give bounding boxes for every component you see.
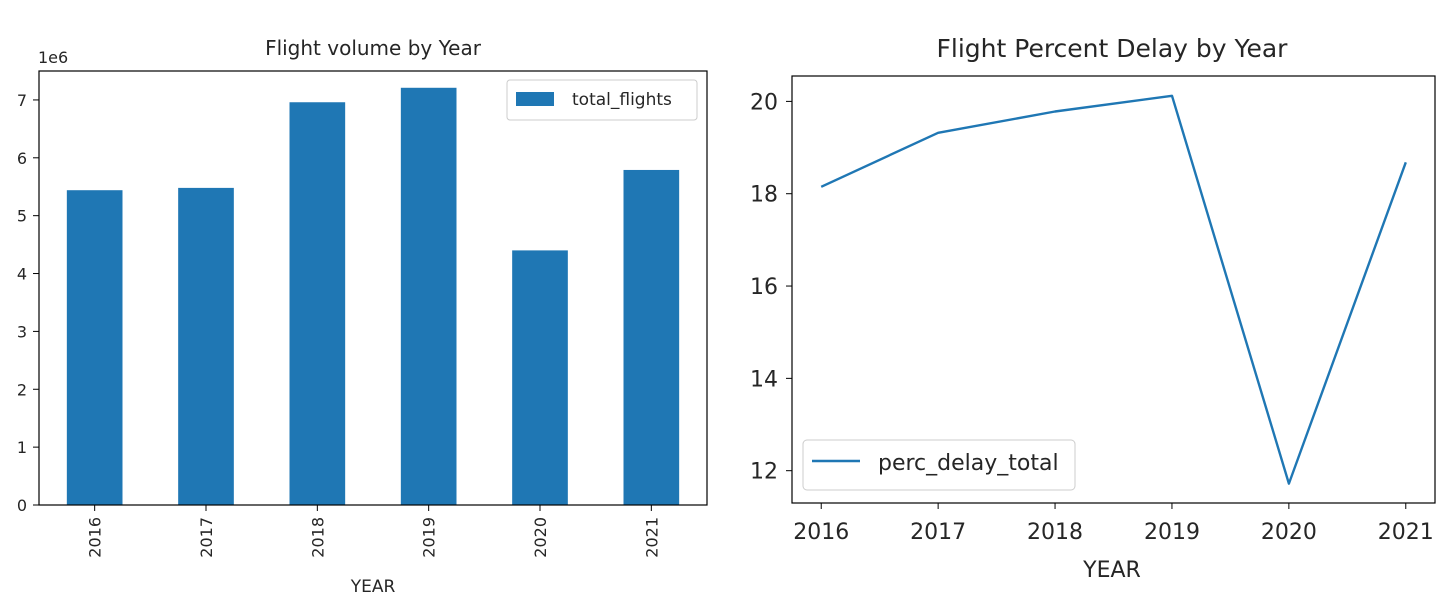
bar-chart-frame	[38, 70, 708, 506]
y-tick-label: 7	[17, 91, 27, 110]
bar-chart-xlabel: YEAR	[350, 577, 396, 597]
x-tick-label: 2019	[1144, 520, 1200, 545]
legend-label-total-flights: total_flights	[572, 90, 672, 110]
bar-chart-x-axis: 2016 2017 2018 2019 2020 2021	[86, 505, 661, 558]
bar-2018	[289, 102, 346, 506]
x-tick-label: 2021	[1378, 520, 1434, 545]
bar-chart-bars	[66, 87, 680, 506]
y-tick-label: 1	[17, 438, 27, 457]
x-tick-label: 2018	[1027, 520, 1083, 545]
x-tick-label: 2017	[197, 517, 216, 558]
bar-chart-y-axis: 0 1 2 3 4 5 6 7	[17, 91, 39, 515]
line-chart-frame	[791, 75, 1436, 504]
x-tick-label: 2017	[910, 520, 966, 545]
y-tick-label: 14	[750, 367, 778, 392]
line-chart-x-axis: 2016 2017 2018 2019 2020 2021	[793, 503, 1434, 545]
line-series-perc-delay-total	[820, 94, 1407, 485]
x-tick-label: 2019	[420, 517, 439, 558]
y-tick-label: 4	[17, 265, 27, 284]
y-tick-label: 0	[17, 496, 27, 515]
x-tick-label: 2016	[86, 517, 105, 558]
y-tick-label: 16	[750, 275, 778, 300]
line-chart-legend: perc_delay_total	[802, 439, 1076, 491]
x-tick-label: 2020	[531, 517, 550, 558]
line-chart-xlabel: YEAR	[1082, 558, 1141, 583]
y-tick-label: 3	[17, 322, 27, 341]
bar-chart-title: Flight volume by Year	[265, 36, 482, 60]
y-tick-label: 12	[750, 460, 778, 485]
x-tick-label: 2016	[793, 520, 849, 545]
line-chart-title: Flight Percent Delay by Year	[937, 34, 1289, 63]
y-tick-label: 2	[17, 380, 27, 399]
bar-2020	[512, 250, 568, 505]
x-tick-label: 2018	[308, 517, 327, 558]
x-tick-label: 2021	[642, 517, 661, 558]
y-tick-label: 5	[17, 207, 27, 226]
line-chart-y-axis: 12 14 16 18 20	[750, 90, 792, 485]
legend-label-perc-delay-total: perc_delay_total	[878, 451, 1059, 476]
legend-box	[506, 79, 698, 121]
bar-2017	[178, 187, 234, 505]
x-tick-label: 2020	[1261, 520, 1317, 545]
bar-2016	[66, 190, 123, 506]
y-tick-label: 6	[17, 149, 27, 168]
legend-box	[802, 439, 1076, 491]
bar-2021	[623, 169, 680, 505]
bar-2019	[400, 87, 457, 505]
y-tick-label: 20	[750, 90, 778, 115]
y-tick-label: 18	[750, 183, 778, 208]
bar-chart-legend: total_flights	[506, 79, 698, 121]
legend-swatch-total-flights	[516, 92, 554, 106]
line-chart: Flight Percent Delay by Year 1214161820 …	[750, 34, 1436, 583]
bar-chart-y-multiplier: 1e6	[38, 48, 68, 67]
